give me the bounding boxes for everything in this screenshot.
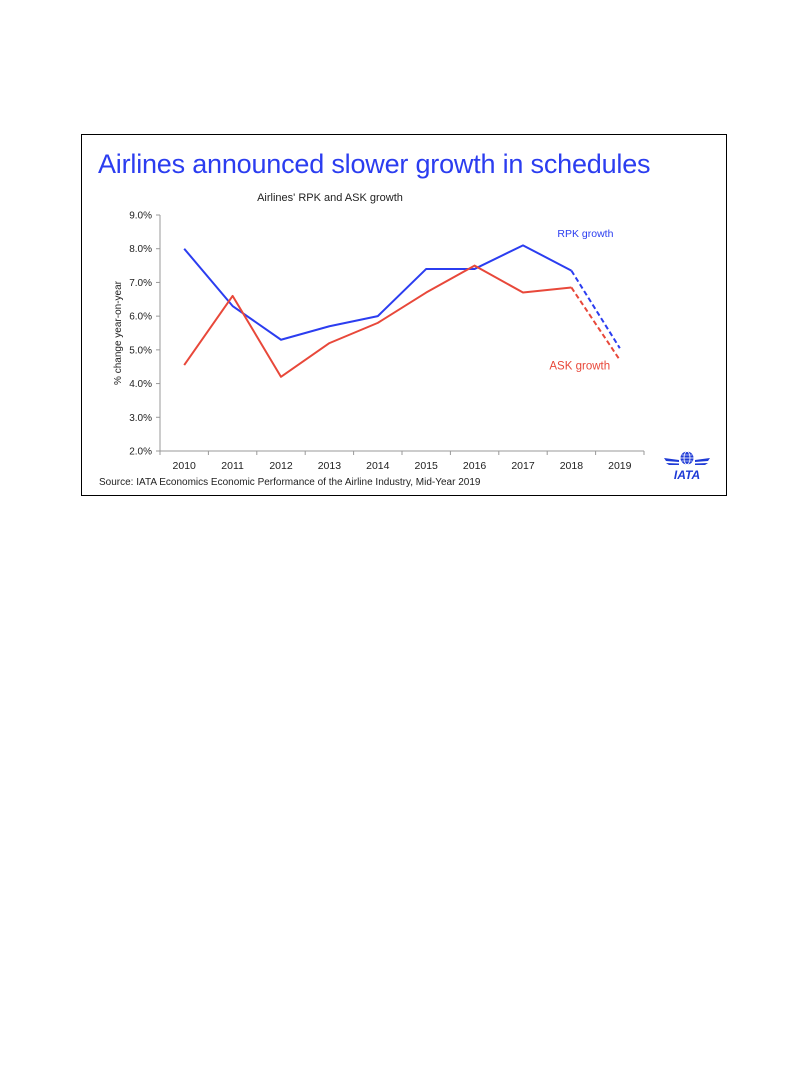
source-note: Source: IATA Economics Economic Performa…	[99, 477, 481, 488]
x-tick-label: 2019	[608, 460, 632, 472]
iata-wordmark: IATA	[674, 468, 700, 482]
y-tick-label: 6.0%	[129, 312, 152, 323]
rpk-growth-label: RPK growth	[557, 228, 613, 240]
rpk-growth-forecast-line	[570, 270, 621, 349]
x-tick-label: 2014	[366, 460, 390, 472]
ask-growth-label: ASK growth	[549, 360, 610, 372]
x-tick-label: 2015	[415, 460, 439, 472]
y-tick-label: 9.0%	[129, 211, 152, 222]
line-chart: Airlines' RPK and ASK growth % change yea…	[113, 192, 645, 472]
chart-slide: Airlines announced slower growth in sche…	[81, 134, 727, 496]
y-tick-label: 2.0%	[129, 447, 152, 458]
wings-icon	[664, 458, 710, 465]
chart-title: Airlines' RPK and ASK growth	[257, 192, 403, 204]
y-axis-label: % change year-on-year	[113, 280, 124, 385]
x-tick-label: 2013	[318, 460, 342, 472]
ask-growth-line	[183, 264, 572, 378]
ask-growth-forecast-line	[570, 286, 621, 361]
x-tick-label: 2011	[221, 460, 244, 472]
globe-icon	[680, 451, 694, 465]
y-tick-label: 5.0%	[129, 345, 152, 356]
y-tick-label: 4.0%	[129, 379, 152, 390]
iata-logo: IATA	[664, 451, 710, 482]
y-tick-label: 3.0%	[129, 413, 152, 424]
x-tick-label: 2017	[511, 460, 535, 472]
y-tick-label: 7.0%	[129, 278, 152, 289]
slide-headline: Airlines announced slower growth in sche…	[98, 149, 651, 179]
x-tick-label: 2016	[463, 460, 487, 472]
x-tick-label: 2018	[560, 460, 584, 472]
x-tick-label: 2012	[269, 460, 293, 472]
x-tick-label: 2010	[173, 460, 197, 472]
y-tick-label: 8.0%	[129, 244, 152, 255]
rpk-growth-line	[183, 244, 572, 341]
